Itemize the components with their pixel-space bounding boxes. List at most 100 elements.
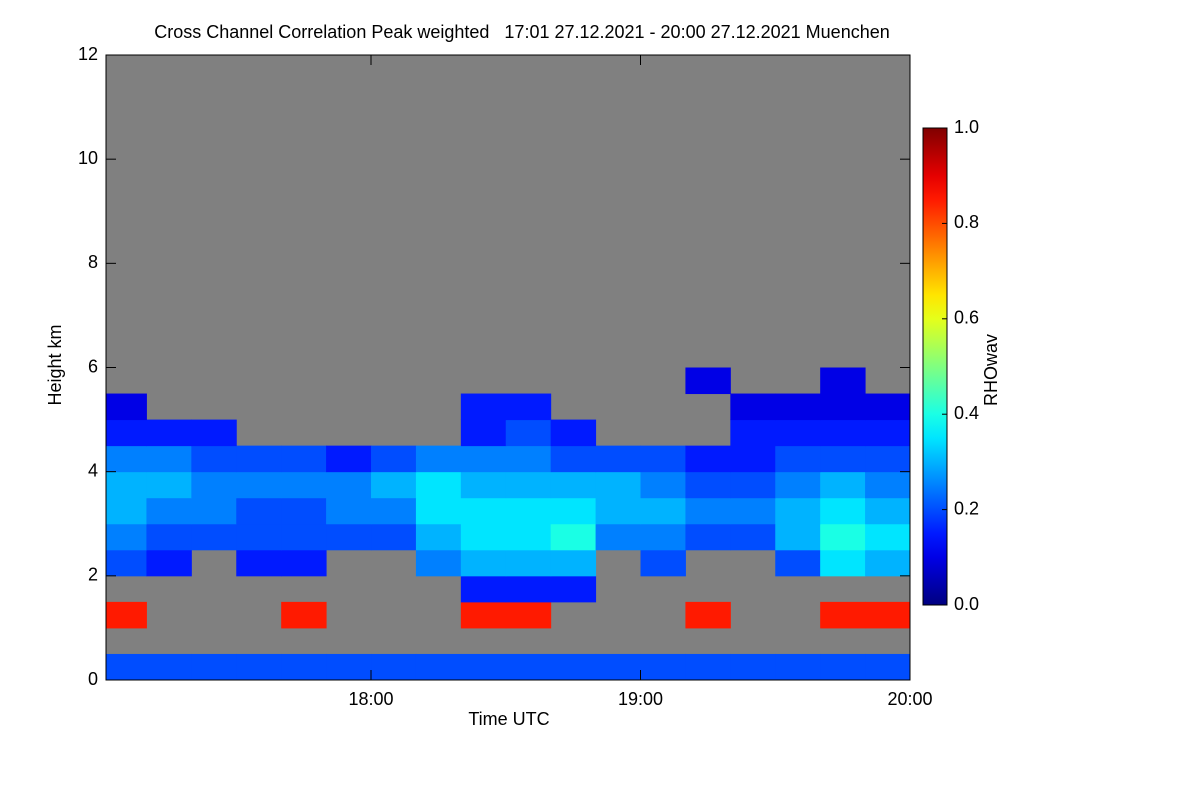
colorbar-tick-label: 0.4 [954, 403, 979, 423]
heat-cell [460, 549, 507, 577]
y-tick-label: 12 [78, 44, 98, 64]
heat-cell [550, 497, 597, 525]
heat-cell [550, 445, 597, 473]
heat-cell [281, 601, 327, 629]
heat-cell [505, 419, 552, 447]
heat-cell [191, 445, 237, 473]
colorbar-label: RHOwav [981, 334, 1001, 406]
heat-cell [106, 549, 147, 577]
heat-cell [460, 445, 507, 473]
heat-cell [550, 523, 597, 551]
heat-cell [146, 549, 192, 577]
heat-cell [236, 471, 282, 499]
colorbar-tick-label: 0.2 [954, 498, 979, 518]
heat-cell [820, 601, 866, 629]
heat-cell [865, 471, 911, 499]
heat-cell [685, 523, 731, 551]
heat-cell [106, 471, 147, 499]
heat-cell [106, 393, 147, 421]
heat-cell [146, 653, 192, 681]
heat-cell [460, 393, 507, 421]
heat-cell [820, 419, 866, 447]
heat-cell [685, 601, 731, 629]
heat-cell [820, 445, 866, 473]
colorbar [922, 127, 948, 606]
colorbar-tick-label: 0.0 [954, 594, 979, 614]
heat-cell [865, 497, 911, 525]
y-axis-label: Height km [45, 324, 65, 405]
heat-cell [281, 497, 327, 525]
heat-cell [820, 549, 866, 577]
heat-cell [146, 419, 192, 447]
heat-cell [550, 471, 597, 499]
heat-cell [865, 601, 911, 629]
heat-cell [326, 653, 372, 681]
heat-cell [730, 471, 776, 499]
heat-cell [505, 445, 552, 473]
x-tick-label: 18:00 [348, 689, 393, 709]
heat-cell [281, 653, 327, 681]
heat-cell [505, 549, 552, 577]
heat-cell [106, 653, 147, 681]
heat-cell [460, 419, 507, 447]
heat-cell [371, 497, 417, 525]
heat-cell [460, 523, 507, 551]
heat-cell [730, 419, 776, 447]
heat-cell [550, 653, 597, 681]
heat-cell [106, 445, 147, 473]
heat-cell [106, 497, 147, 525]
heat-cell [685, 367, 731, 395]
heat-cell [505, 471, 552, 499]
heat-cell [460, 497, 507, 525]
heat-cell [191, 419, 237, 447]
x-axis-label: Time UTC [468, 709, 549, 729]
heat-cell [820, 653, 866, 681]
heat-cell [326, 523, 372, 551]
y-tick-label: 10 [78, 148, 98, 168]
heat-cell [281, 471, 327, 499]
heat-cell [106, 601, 147, 629]
colorbar-tick-label: 1.0 [954, 117, 979, 137]
y-tick-label: 0 [88, 669, 98, 689]
heat-cell [865, 653, 911, 681]
heat-cell [326, 471, 372, 499]
heat-cell [415, 653, 462, 681]
heat-cell [371, 445, 417, 473]
heat-cell [595, 523, 642, 551]
heat-cell [775, 393, 821, 421]
heat-cell [865, 393, 911, 421]
heat-cell [505, 653, 552, 681]
x-tick-label: 20:00 [887, 689, 932, 709]
heat-cell [326, 445, 372, 473]
heat-cell [236, 497, 282, 525]
colorbar-tick-label: 0.6 [954, 308, 979, 328]
heat-cell [730, 445, 776, 473]
heat-cell [106, 419, 147, 447]
heat-cell [415, 445, 462, 473]
heat-cell [685, 445, 731, 473]
heat-cell [730, 393, 776, 421]
heat-cell [865, 419, 911, 447]
heat-cell [415, 523, 462, 551]
chart-title: Cross Channel Correlation Peak weighted … [154, 22, 890, 42]
heat-cell [865, 445, 911, 473]
heat-cell [460, 471, 507, 499]
heat-cell [146, 445, 192, 473]
heat-cell [415, 497, 462, 525]
heat-cell [640, 471, 686, 499]
heat-cell [595, 497, 642, 525]
heat-cell [730, 523, 776, 551]
heat-cell [550, 549, 597, 577]
heat-cell [775, 445, 821, 473]
heat-cell [595, 471, 642, 499]
heat-cell [775, 471, 821, 499]
heat-cell [106, 523, 147, 551]
heat-cell [640, 497, 686, 525]
heat-cell [595, 653, 642, 681]
heat-cell [505, 393, 552, 421]
heat-cell [640, 653, 686, 681]
heat-cell [505, 601, 552, 629]
heat-cell [191, 523, 237, 551]
heat-cell [775, 653, 821, 681]
heat-cell [640, 445, 686, 473]
